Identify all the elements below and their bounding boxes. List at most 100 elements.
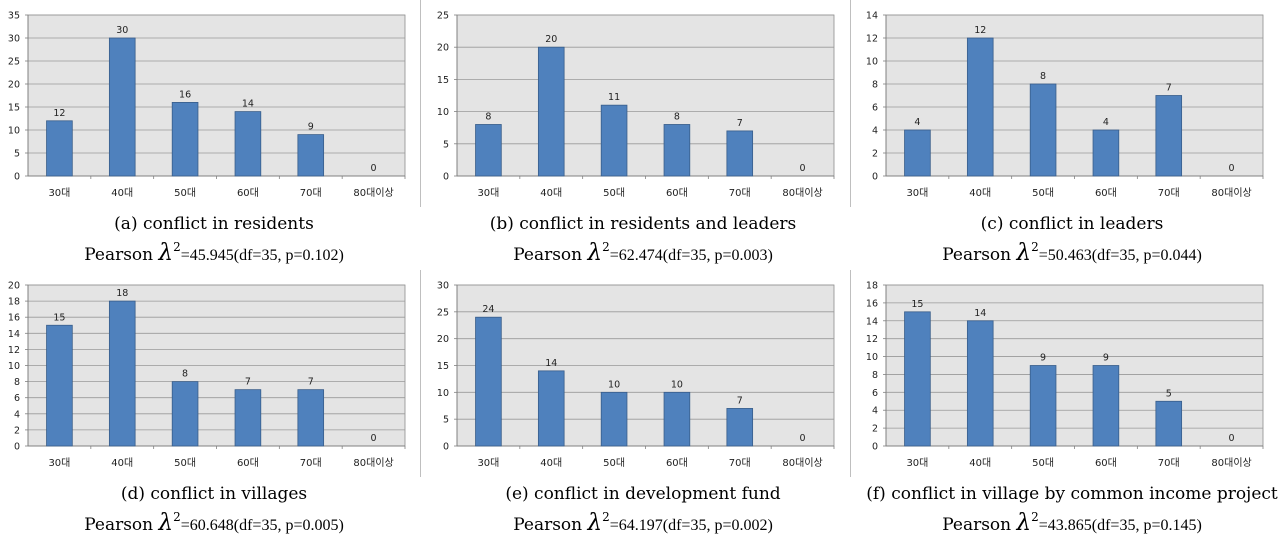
y-tick-label: 18	[866, 281, 878, 292]
data-label: 0	[800, 433, 806, 444]
bar	[1155, 95, 1183, 177]
x-tick-label: 80대이상	[353, 457, 393, 469]
y-tick-label: 0	[443, 172, 449, 183]
x-tick-label: 30대	[906, 187, 928, 199]
y-tick-label: 8	[872, 80, 878, 91]
stat-prefix: Pearson	[513, 515, 583, 535]
x-tick-label: 50대	[174, 457, 196, 469]
data-label: 0	[800, 163, 806, 174]
y-tick-label: 0	[872, 442, 878, 453]
data-label: 14	[974, 308, 986, 319]
data-label: 7	[737, 395, 743, 406]
x-tick-label: 60대	[666, 457, 688, 469]
y-tick-label: 6	[14, 393, 20, 404]
x-tick-label: 40대	[969, 457, 991, 469]
data-label: 7	[308, 377, 314, 388]
data-label: 4	[914, 117, 920, 128]
y-tick-label: 8	[872, 370, 878, 381]
data-label: 16	[179, 89, 191, 100]
bar	[966, 320, 994, 447]
stat-value: =50.463(df=35, p=0.044)	[1038, 247, 1202, 264]
y-tick-label: 14	[866, 11, 878, 22]
y-tick-label: 4	[872, 406, 878, 417]
stat-prefix: Pearson	[942, 515, 1012, 535]
x-tick-label: 30대	[48, 457, 70, 469]
y-tick-label: 10	[8, 126, 20, 137]
lambda-symbol: λ	[587, 510, 603, 536]
lambda-symbol: λ	[158, 240, 174, 266]
bar	[108, 300, 136, 447]
x-tick-label: 80대이상	[1211, 187, 1251, 199]
stat-prefix: Pearson	[513, 245, 583, 265]
data-label: 11	[608, 92, 620, 103]
stat-value: =43.865(df=35, p=0.145)	[1038, 517, 1202, 534]
x-tick-label: 80대이상	[782, 457, 822, 469]
y-tick-label: 8	[14, 377, 20, 388]
bar	[537, 46, 565, 177]
data-label: 12	[53, 108, 65, 119]
y-tick-label: 14	[8, 329, 20, 340]
column-divider	[420, 0, 421, 207]
data-label: 8	[485, 111, 491, 122]
chart-caption: (b) conflict in residents and leaders	[489, 214, 797, 234]
x-tick-label: 50대	[603, 457, 625, 469]
y-tick-label: 2	[872, 424, 878, 435]
y-tick-label: 4	[14, 409, 20, 420]
x-tick-label: 30대	[477, 457, 499, 469]
bar	[1029, 365, 1057, 447]
plot-area	[27, 14, 406, 177]
plot-area	[885, 14, 1264, 177]
x-tick-label: 80대이상	[353, 187, 393, 199]
x-tick-label: 60대	[237, 457, 259, 469]
y-tick-label: 35	[8, 11, 20, 22]
data-label: 7	[737, 118, 743, 129]
data-label: 30	[116, 25, 128, 36]
stat-value: =64.197(df=35, p=0.002)	[609, 517, 773, 534]
data-label: 7	[245, 377, 251, 388]
bar	[475, 316, 502, 447]
chart-caption: (a) conflict in residents	[114, 214, 314, 234]
x-tick-label: 40대	[540, 457, 562, 469]
data-label: 15	[53, 312, 65, 323]
bar	[171, 102, 199, 177]
x-tick-label: 40대	[111, 187, 133, 199]
bar	[904, 129, 931, 177]
x-tick-label: 70대	[729, 457, 751, 469]
chart-statistic: Pearson λ2=60.648(df=35, p=0.005)	[0, 510, 428, 536]
bar	[663, 124, 691, 177]
y-tick-label: 10	[866, 57, 878, 68]
y-tick-label: 25	[8, 57, 20, 68]
chart-statistic: Pearson λ2=45.945(df=35, p=0.102)	[0, 240, 428, 266]
bar	[1029, 83, 1057, 177]
y-tick-label: 6	[872, 388, 878, 399]
bar	[297, 134, 325, 177]
stat-value: =62.474(df=35, p=0.003)	[609, 247, 773, 264]
data-label: 4	[1103, 117, 1109, 128]
chart-caption: (d) conflict in villages	[120, 484, 308, 504]
y-tick-label: 4	[872, 126, 878, 137]
data-label: 9	[1040, 353, 1046, 364]
data-label: 9	[1103, 353, 1109, 364]
bar-chart-d: 0 2 4 6 8 10 12 14 16 18 20 15 30대 18 40대 8 50대 7 60대 7 70대 0…	[8, 281, 406, 469]
stat-exponent: 2	[602, 240, 610, 254]
chart-caption: (c) conflict in leaders	[980, 214, 1164, 234]
data-label: 14	[242, 99, 254, 110]
y-tick-label: 15	[8, 103, 20, 114]
x-tick-label: 30대	[477, 187, 499, 199]
chart-panel-e: 0 5 10 15 20 25 30 24 30대 14 40대 10 50대 10 60대 7 70대 0 80대…	[429, 270, 857, 540]
y-tick-label: 2	[14, 425, 20, 436]
chart-statistic: Pearson λ2=64.197(df=35, p=0.002)	[429, 510, 857, 536]
bar-chart-c: 0 2 4 6 8 10 12 14 4 30대 12 40대 8 50대 4 60대 7 70대 0 80대이상	[866, 11, 1264, 199]
y-tick-label: 2	[872, 149, 878, 160]
lambda-symbol: λ	[587, 240, 603, 266]
stat-exponent: 2	[173, 240, 181, 254]
data-label: 18	[116, 288, 128, 299]
x-tick-label: 70대	[300, 457, 322, 469]
y-tick-label: 15	[437, 361, 449, 372]
y-tick-label: 5	[443, 415, 449, 426]
bar	[904, 311, 931, 447]
plot-area	[456, 14, 835, 177]
x-tick-label: 40대	[540, 187, 562, 199]
data-label: 0	[1229, 433, 1235, 444]
x-tick-label: 50대	[603, 187, 625, 199]
